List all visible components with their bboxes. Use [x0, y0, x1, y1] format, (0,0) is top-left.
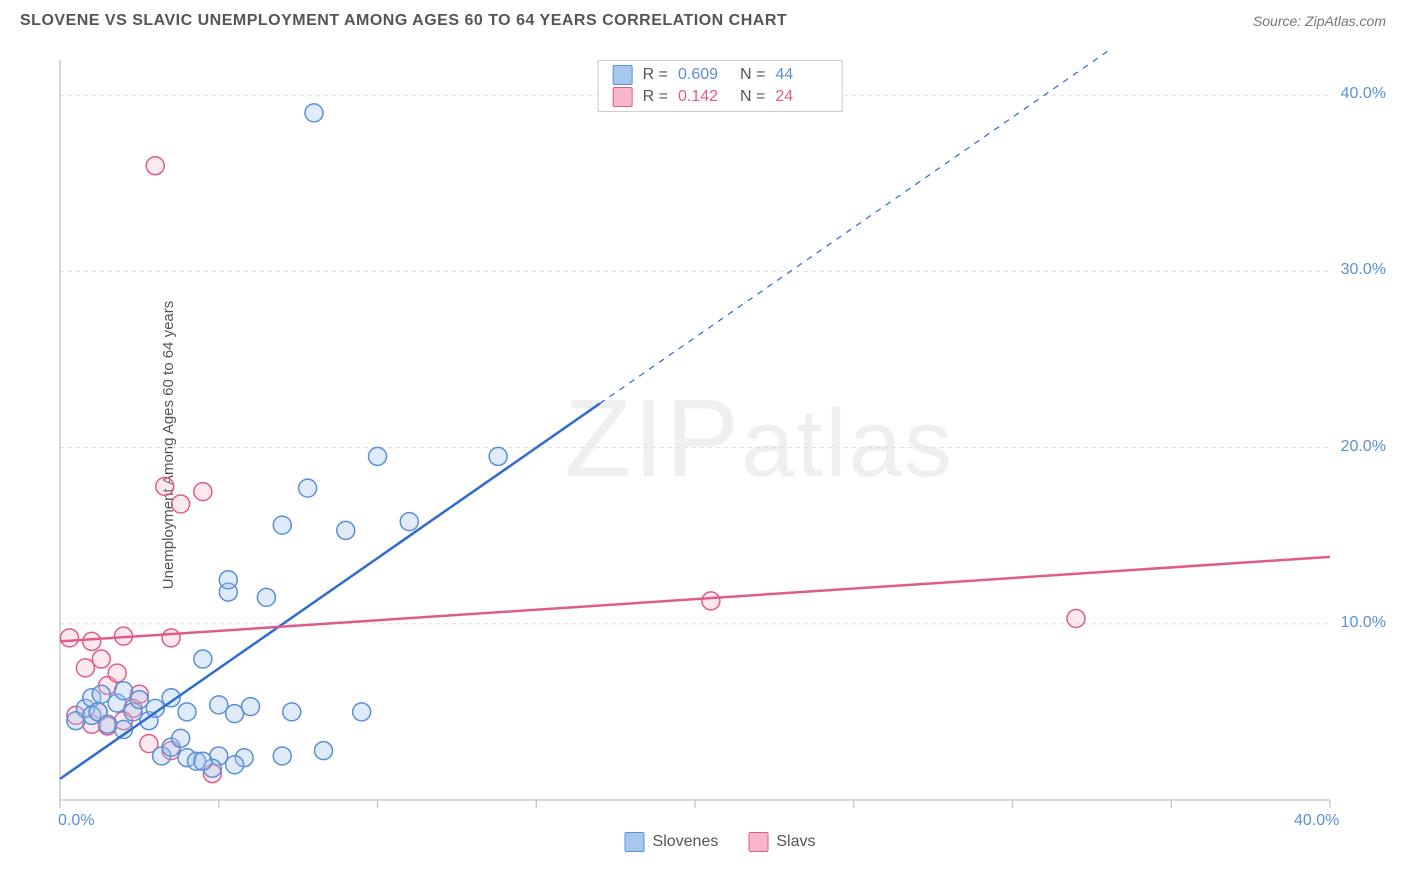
legend-label-slovenes: Slovenes: [653, 833, 719, 851]
legend-label-slavs: Slavs: [776, 833, 815, 851]
stat-r-slovenes: 0.609: [678, 66, 730, 84]
y-tick-label: 30.0%: [1341, 261, 1386, 279]
y-tick-label: 10.0%: [1341, 614, 1386, 632]
x-tick-label: 0.0%: [58, 812, 94, 830]
swatch-slavs: [613, 87, 633, 107]
stats-row-slovenes: R = 0.609 N = 44: [613, 65, 828, 85]
stat-n-label-2: N =: [740, 88, 765, 106]
legend-swatch-slavs: [748, 832, 768, 852]
x-tick-label: 40.0%: [1294, 812, 1339, 830]
chart-title: SLOVENE VS SLAVIC UNEMPLOYMENT AMONG AGE…: [20, 12, 787, 30]
stat-n-slovenes: 44: [775, 66, 827, 84]
scatter-plot: [50, 50, 1390, 840]
stat-r-label: R =: [643, 66, 668, 84]
stat-r-label-2: R =: [643, 88, 668, 106]
stat-n-slavs: 24: [775, 88, 827, 106]
stat-r-slavs: 0.142: [678, 88, 730, 106]
stat-n-label: N =: [740, 66, 765, 84]
source-attribution: Source: ZipAtlas.com: [1253, 13, 1386, 29]
legend-slovenes: Slovenes: [625, 832, 719, 852]
swatch-slovenes: [613, 65, 633, 85]
stats-row-slavs: R = 0.142 N = 24: [613, 87, 828, 107]
stats-box: R = 0.609 N = 44 R = 0.142 N = 24: [598, 60, 843, 112]
y-tick-label: 40.0%: [1341, 85, 1386, 103]
y-tick-label: 20.0%: [1341, 438, 1386, 456]
legend-swatch-slovenes: [625, 832, 645, 852]
legend-slavs: Slavs: [748, 832, 815, 852]
bottom-legend: Slovenes Slavs: [625, 832, 816, 852]
chart-area: Unemployment Among Ages 60 to 64 years Z…: [50, 50, 1390, 840]
